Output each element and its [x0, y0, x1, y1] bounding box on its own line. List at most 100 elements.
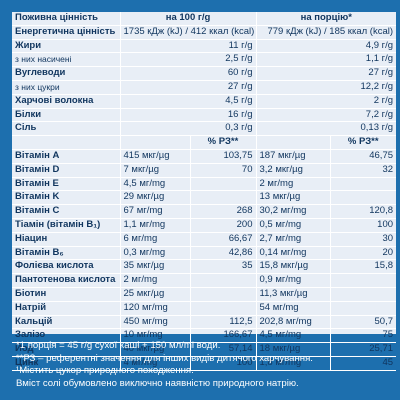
value-per-100g: 1735 кДж (kJ) / 412 ккал (kcal) — [119, 25, 256, 40]
percent-ri-per-portion: 45 — [329, 356, 397, 371]
percent-ri-header-portion: % РЗ** — [329, 135, 397, 150]
value-per-portion: 12,2 г/g — [255, 80, 397, 95]
micronutrient-name: Кальцій — [12, 315, 120, 330]
percent-ri-per-portion — [329, 273, 397, 288]
nutrient-name: Харчові волокна — [12, 94, 120, 109]
micronutrient-name: Натрій — [12, 301, 120, 316]
value-per-portion: 779 кДж (kJ) / 185 ккал (kcal) — [255, 25, 397, 40]
percent-ri-per-portion: 20 — [329, 246, 397, 261]
value-per-portion: 13 мкг/µg — [255, 190, 330, 206]
percent-ri-per-portion: 15,8 — [329, 259, 397, 275]
micronutrient-row: Вітамін K 29 мкг/µg 13 мкг/µg — [12, 190, 397, 206]
value-per-100g: 415 мкг/µg — [119, 149, 190, 164]
percent-ri-per-100g — [189, 287, 256, 302]
value-per-portion: 0,14 мг/mg — [255, 246, 330, 261]
value-per-100g: 40 мкг/µg — [119, 342, 190, 357]
micronutrient-name: Вітамін E — [12, 177, 120, 192]
value-per-portion: 2 мг/mg — [255, 177, 330, 192]
value-per-100g: 1,1 мг/mg — [119, 218, 190, 233]
footnote-portion: *1 порція = 45 г/g сухої каші + 150 мл/m… — [16, 340, 221, 351]
nutrient-name: Білки — [12, 108, 120, 123]
value-per-portion: 2 г/g — [255, 94, 397, 109]
header-per-100g: на 100 г/g — [119, 12, 256, 26]
micronutrient-name: Вітамін D — [12, 163, 120, 178]
value-per-portion: 27 г/g — [255, 66, 397, 81]
percent-ri-per-portion: 46,75 — [329, 149, 397, 164]
micronutrient-row: Ніацин 6 мг/mg 66,67 2,7 мг/mg 30 — [12, 232, 397, 247]
value-per-100g: 7 мкг/µg — [119, 163, 190, 178]
value-per-portion: 0,9 мг/mg — [255, 273, 330, 288]
micronutrient-name: Йод — [12, 342, 120, 357]
micronutrient-name: Вітамін C — [12, 204, 120, 219]
footnotes: *1 порція = 45 г/g сухої каші + 150 мл/m… — [16, 340, 396, 390]
value-per-portion: 7,2 г/g — [255, 108, 397, 123]
nutrient-row: Харчові волокна 4,5 г/g 2 г/g — [12, 94, 397, 109]
micronutrient-name: Фолієва кислота — [12, 259, 120, 275]
value-per-portion: 30,2 мг/mg — [255, 204, 330, 219]
nutrient-name: Вуглеводи — [12, 66, 120, 81]
value-per-100g: 4,5 мг/mg — [119, 177, 190, 192]
value-per-100g: 29 мкг/µg — [119, 190, 190, 206]
micronutrient-row: Пантотенова кислота 2 мг/mg 0,9 мг/mg — [12, 273, 397, 288]
value-per-portion: 1,1 г/g — [255, 52, 397, 68]
value-per-portion: 3,2 мкг/µg — [255, 163, 330, 178]
value-per-100g: 0,3 г/g — [119, 121, 256, 137]
nutrient-row: Жири 11 г/g 4,9 г/g — [12, 39, 397, 54]
value-per-100g: 67 мг/mg — [119, 204, 190, 219]
percent-ri-per-100g: 103,75 — [189, 149, 256, 164]
micronutrient-row: Вітамін C 67 мг/mg 268 30,2 мг/mg 120,8 — [12, 204, 397, 219]
percent-ri-per-portion: 75 — [329, 328, 397, 344]
percent-ri-per-portion: 120,8 — [329, 204, 397, 219]
percent-ri-per-portion: 30 — [329, 232, 397, 247]
percent-ri-header-100g: % РЗ** — [189, 135, 256, 150]
value-per-100g: 0,3 мг/mg — [119, 246, 190, 261]
percent-ri-per-100g: 42,86 — [189, 246, 256, 261]
micronutrient-name: Залізо — [12, 328, 120, 344]
percent-ri-per-100g: 57,14 — [189, 342, 256, 357]
footnote-sugar: ¹Містить цукор природного походження. — [16, 365, 194, 377]
table-header-row: Поживна цінність на 100 г/g на порцію* — [12, 12, 397, 26]
micronutrient-row: Вітамін B₆ 0,3 мг/mg 42,86 0,14 мг/mg 20 — [12, 246, 397, 261]
value-per-portion: 202,8 мг/mg — [255, 315, 330, 330]
nutrient-row: Сіль 0,3 г/g 0,13 г/g — [12, 121, 397, 137]
header-per-portion: на порцію* — [255, 12, 397, 26]
header-nutrient: Поживна цінність — [12, 12, 120, 26]
percent-ri-per-100g: 268 — [189, 204, 256, 219]
value-per-100g: 27 г/g — [119, 80, 256, 95]
percent-ri-per-portion: 100 — [329, 218, 397, 233]
value-per-100g: 35 мкг/µg — [119, 259, 190, 275]
spacer-cell — [255, 135, 330, 150]
micronutrient-row: Йод 40 мкг/µg 57,14 18 мкг/µg 25,71 — [12, 342, 397, 357]
micronutrient-row: Фолієва кислота 35 мкг/µg 35 15,8 мкг/µg 15,… — [12, 259, 397, 275]
value-per-100g: 11 г/g — [119, 39, 256, 54]
value-per-portion: 54 мг/mg — [255, 301, 330, 316]
micronutrient-row: Вітамін A 415 мкг/µg 103,75 187 мкг/µg 46,75 — [12, 149, 397, 164]
nutrient-row: з них цукри 27 г/g 12,2 г/g — [12, 80, 397, 95]
nutrient-name: Енергетична цінність — [12, 25, 120, 40]
value-per-portion: 18 мкг/µg — [255, 342, 330, 357]
percent-ri-per-100g — [189, 273, 256, 288]
nutrient-name: Жири — [12, 39, 120, 54]
micronutrient-name: Вітамін B₆ — [12, 246, 120, 261]
value-per-portion: 0,13 г/g — [255, 121, 397, 137]
percent-ri-per-100g — [189, 301, 256, 316]
spacer-cell — [119, 135, 190, 150]
micronutrient-row: Цинк 4 мг/mg 100 1,8 мг/mg 45 — [12, 356, 397, 371]
value-per-100g: 10 мг/mg — [119, 328, 190, 344]
nutrient-name: Сіль — [12, 121, 120, 137]
value-per-100g: 4,5 г/g — [119, 94, 256, 109]
micronutrient-row: Тіамін (вітамін B₁) 1,1 мг/mg 200 0,5 мг/mg… — [12, 218, 397, 233]
micronutrient-name: Цинк — [12, 356, 120, 371]
percent-ri-per-100g — [189, 190, 256, 206]
percent-ri-per-portion — [329, 177, 397, 192]
value-per-100g: 2 мг/mg — [119, 273, 190, 288]
micronutrient-row: Залізо 10 мг/mg 166,67 4,5 мг/mg 75 — [12, 328, 397, 344]
percent-ri-per-portion — [329, 301, 397, 316]
percent-ri-per-100g: 100 — [189, 356, 256, 371]
micronutrient-name: Тіамін (вітамін B₁) — [12, 218, 120, 233]
nutrient-row: Вуглеводи 60 г/g 27 г/g — [12, 66, 397, 81]
micronutrient-row: Біотин 25 мкг/µg 11,3 мкг/µg — [12, 287, 397, 302]
nutrient-row: з них насичені 2,5 г/g 1,1 г/g — [12, 52, 397, 68]
value-per-portion: 11,3 мкг/µg — [255, 287, 330, 302]
